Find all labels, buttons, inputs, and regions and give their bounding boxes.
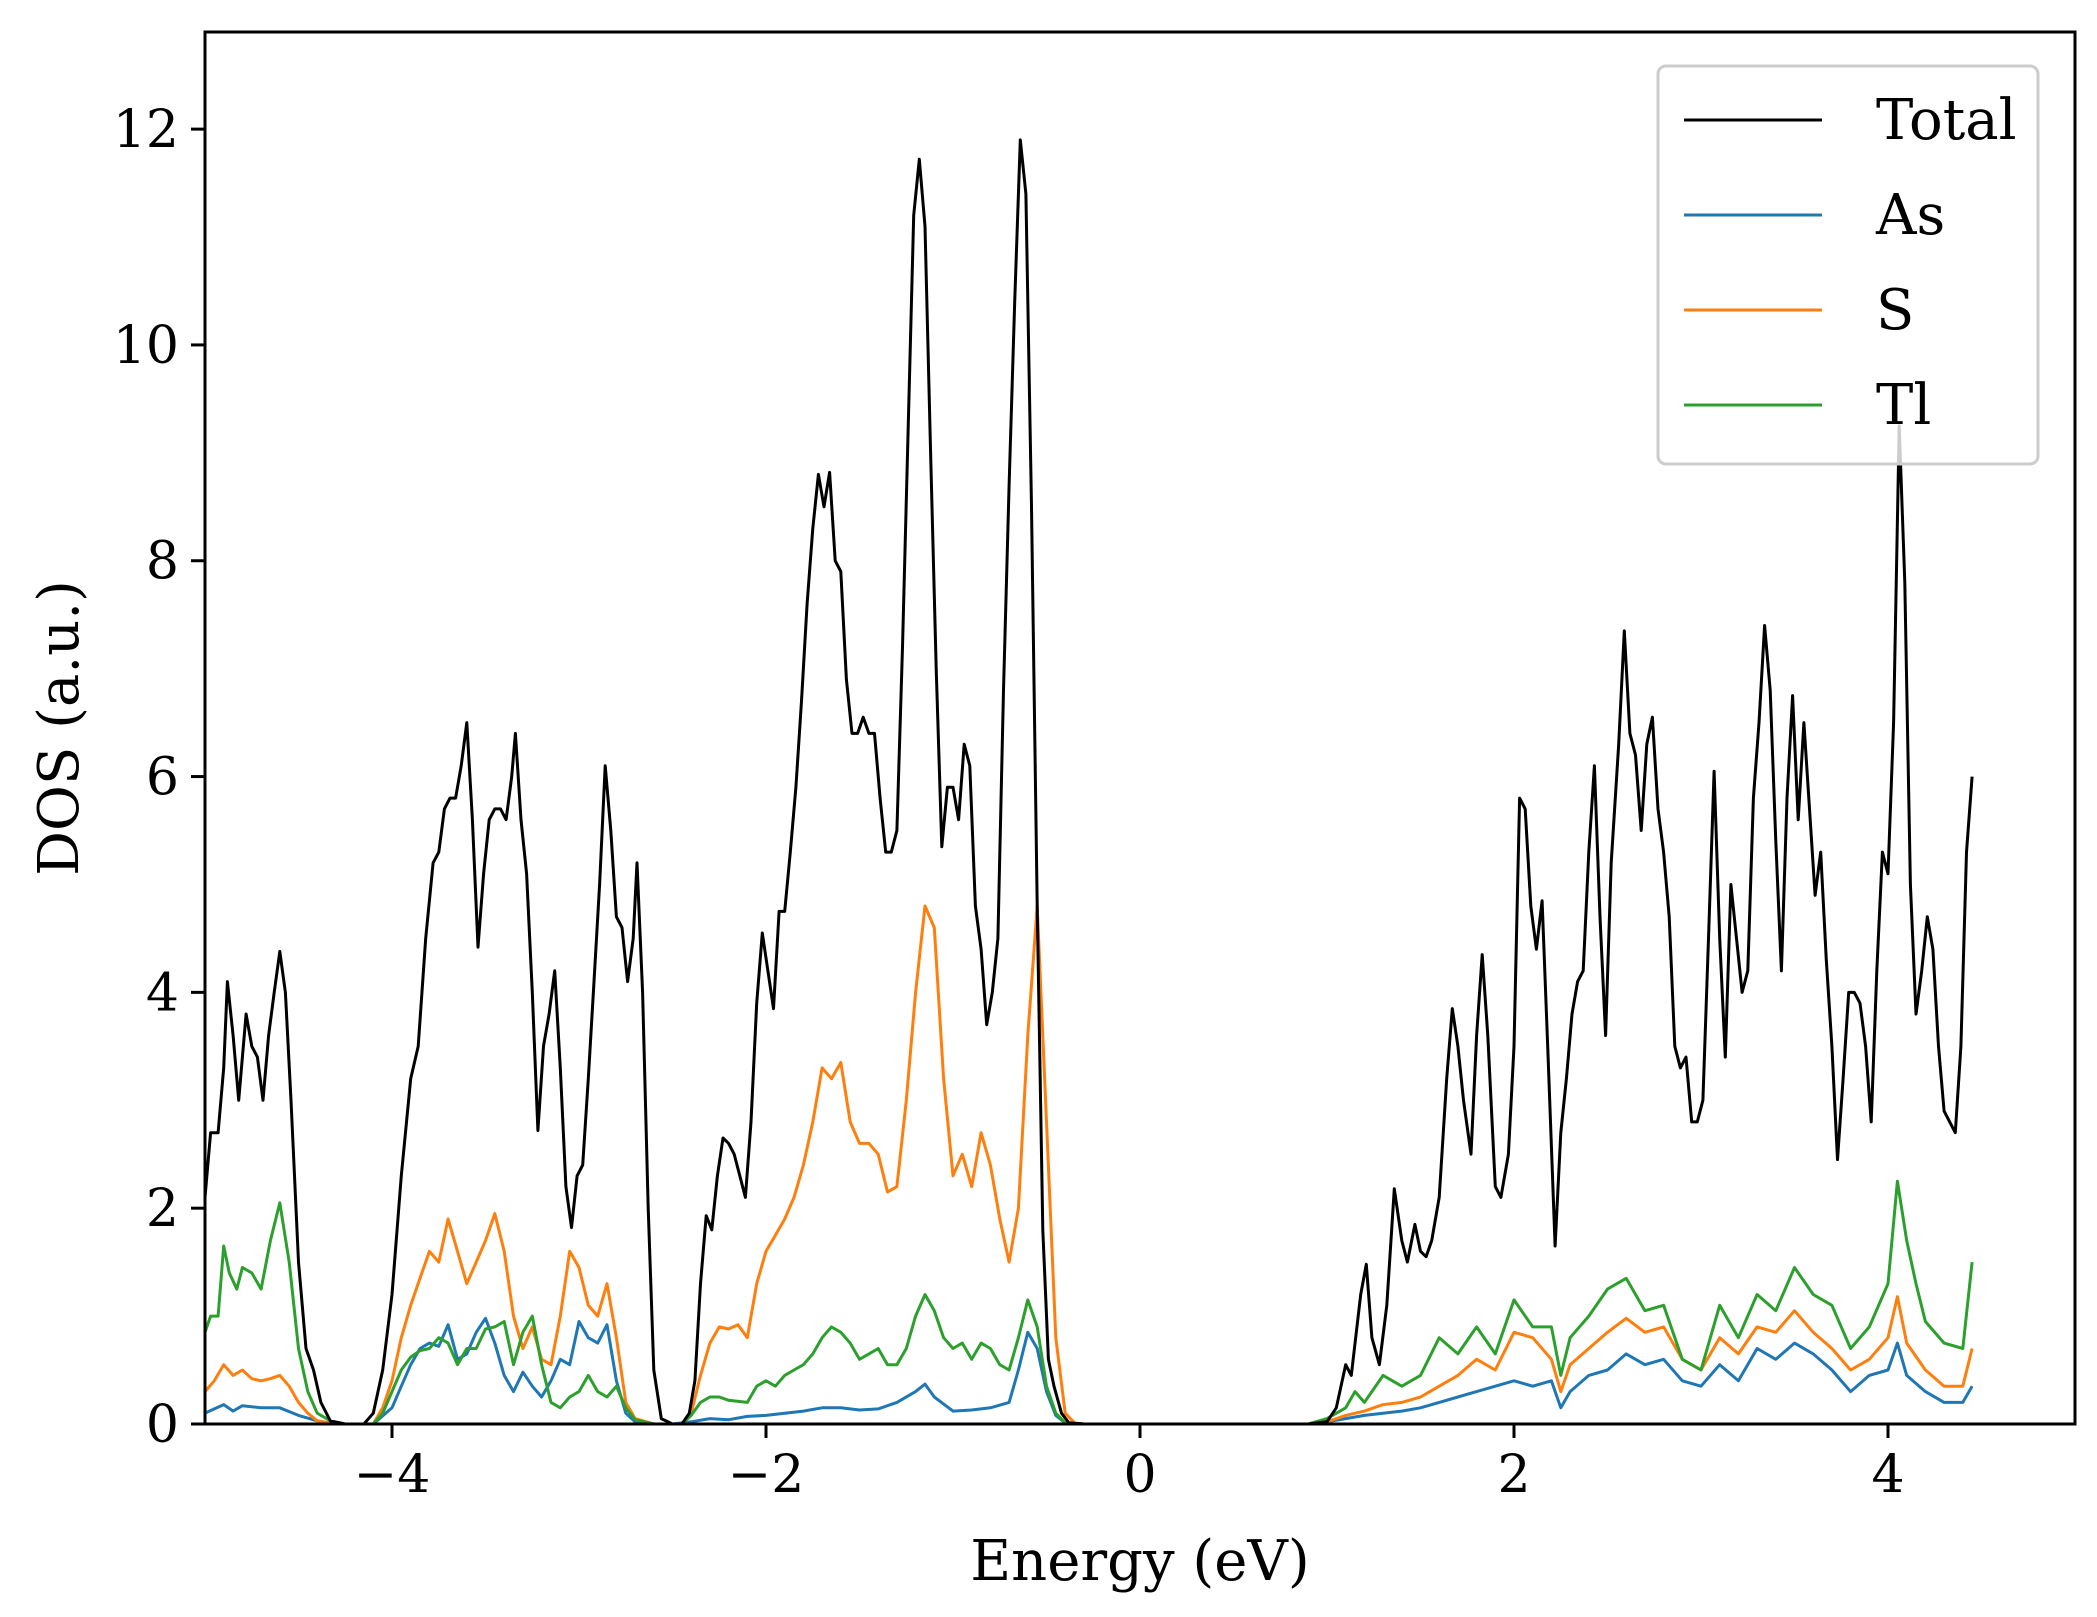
legend: Total As S Tl [1656,64,2040,466]
series-layer [205,138,1974,1424]
y-tick-label: 6 [146,748,179,808]
x-axis-label: Energy (eV) [970,1529,1309,1594]
x-tick-label: −4 [354,1445,431,1505]
legend-label-total: Total [1876,88,2017,153]
y-axis: 0 2 4 6 8 10 12 [113,100,205,1455]
legend-label-as: As [1875,183,1945,248]
y-tick-label: 4 [146,963,179,1023]
series-line-total [205,138,1974,1424]
x-tick-label: 4 [1871,1445,1904,1505]
series-line-tl [205,1179,1974,1424]
x-tick-label: 0 [1123,1445,1156,1505]
y-tick-label: 10 [113,316,179,376]
legend-label-tl: Tl [1876,373,1931,438]
legend-label-s: S [1876,278,1914,343]
x-tick-label: 2 [1497,1445,1530,1505]
y-tick-label: 12 [113,100,179,160]
series-line-s [205,904,1974,1424]
y-tick-label: 8 [146,532,179,592]
x-tick-label: −2 [728,1445,805,1505]
y-tick-label: 0 [146,1395,179,1455]
y-tick-label: 2 [146,1179,179,1239]
y-axis-label: DOS (a.u.) [27,580,92,876]
legend-box [1656,64,2040,466]
series-line-as [205,1316,1974,1424]
x-axis: −4 −2 0 2 4 [354,1424,1905,1505]
